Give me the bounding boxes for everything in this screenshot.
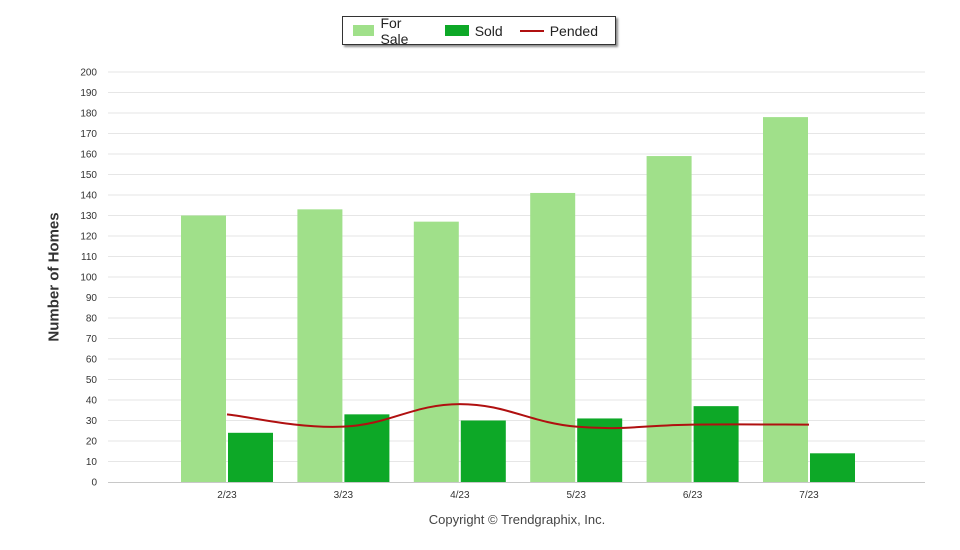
x-tick-label: 7/23 <box>799 490 819 501</box>
y-tick-label: 120 <box>80 232 97 243</box>
legend-label-sold: Sold <box>474 22 503 39</box>
y-tick-label: 200 <box>80 68 97 79</box>
bar-sold <box>693 406 739 482</box>
y-tick-label: 20 <box>86 437 98 448</box>
y-tick-label: 150 <box>80 170 97 181</box>
y-tick-label: 40 <box>86 396 98 407</box>
pended-line <box>226 403 810 430</box>
y-tick-label: 100 <box>80 273 97 284</box>
bar-for-sale <box>297 209 343 482</box>
legend-item-sold: Sold <box>444 22 503 39</box>
x-tick-label: 3/23 <box>334 490 354 501</box>
bar-sold <box>460 420 506 482</box>
y-tick-label: 0 <box>91 478 97 489</box>
y-tick-label: 160 <box>80 150 97 161</box>
legend-item-for-sale: For Sale <box>353 15 428 47</box>
y-tick-label: 190 <box>80 88 97 99</box>
bar-for-sale <box>181 215 226 482</box>
y-tick-label: 140 <box>80 191 97 202</box>
y-tick-label: 180 <box>80 109 97 120</box>
y-tick-label: 30 <box>86 416 98 427</box>
legend-item-pended: Pended <box>519 22 598 39</box>
bar-for-sale <box>413 221 459 482</box>
bar-for-sale <box>530 192 576 482</box>
x-tick-label: 4/23 <box>450 490 470 501</box>
y-tick-label: 110 <box>81 252 97 263</box>
y-tick-label: 10 <box>86 457 98 468</box>
legend-label-pended: Pended <box>549 22 598 39</box>
x-tick-label: 2/23 <box>217 490 237 501</box>
legend-swatch-pended <box>519 29 544 32</box>
y-tick-label: 170 <box>80 129 97 140</box>
y-tick-label: 90 <box>86 293 98 304</box>
x-tick-label: 6/23 <box>683 490 703 501</box>
y-tick-label: 50 <box>86 375 98 386</box>
x-tick-label: 5/23 <box>566 490 586 501</box>
y-tick-label: 70 <box>86 334 98 345</box>
bar-sold <box>228 432 273 482</box>
legend-swatch-sold <box>444 25 469 36</box>
legend-swatch-for-sale <box>353 25 375 36</box>
bar-for-sale <box>646 156 692 483</box>
bar-for-sale <box>763 117 808 482</box>
chart-legend: For Sale Sold Pended <box>342 15 616 47</box>
legend-label-for-sale: For Sale <box>380 14 409 47</box>
bar-sold <box>810 453 855 482</box>
y-tick-label: 60 <box>86 355 98 366</box>
y-tick-label: 130 <box>80 211 97 222</box>
y-tick-label: 80 <box>86 314 98 325</box>
copyright-text: Copyright © Trendgraphix, Inc. <box>428 512 606 527</box>
